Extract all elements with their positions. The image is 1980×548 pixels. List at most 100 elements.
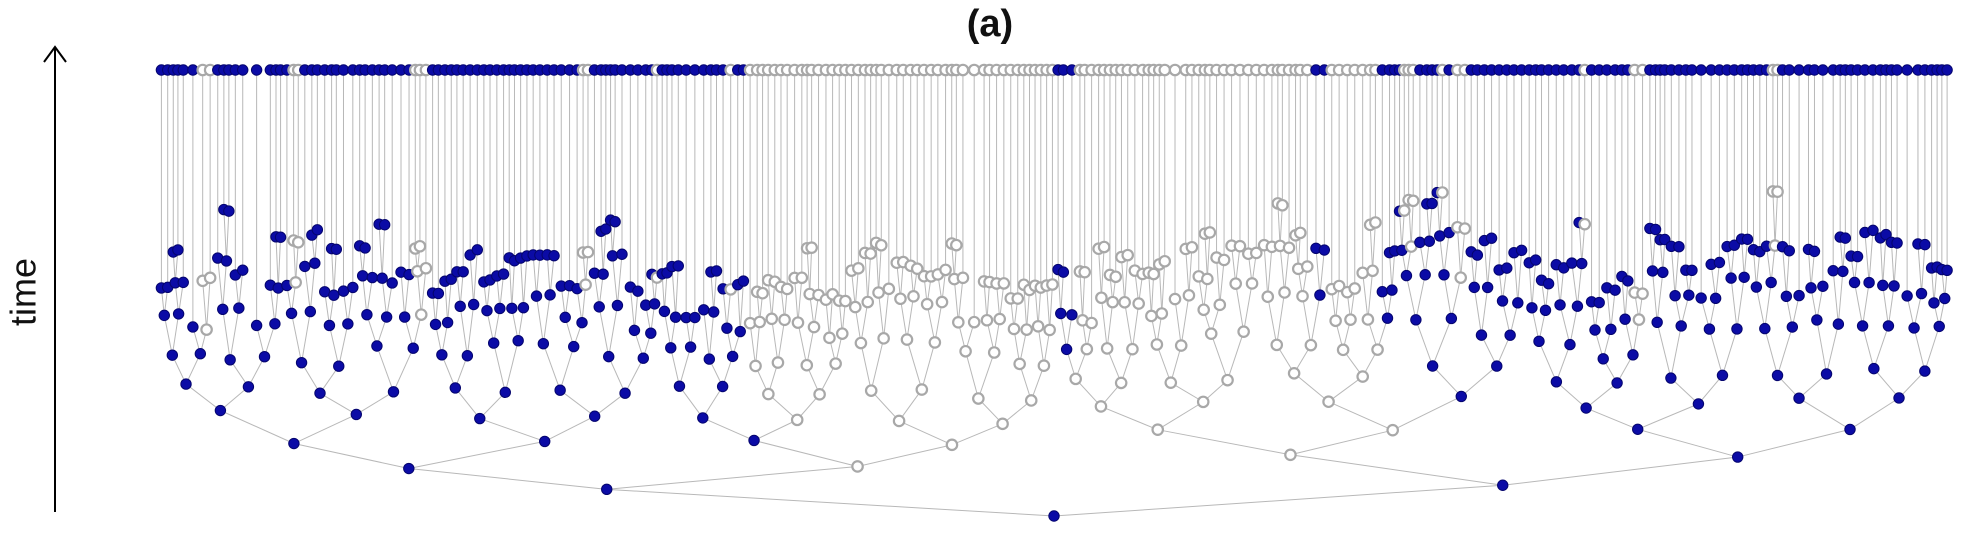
tree-node: [217, 303, 229, 316]
tree-node: [1539, 304, 1552, 316]
tree-node: [1675, 320, 1687, 332]
tree-node: [619, 387, 631, 399]
tree-node: [1423, 235, 1436, 247]
branch: [899, 298, 908, 340]
tree-node: [407, 342, 419, 354]
branch: [1439, 192, 1443, 236]
tree-node: [1497, 479, 1509, 491]
branch: [1100, 297, 1108, 349]
tree-node: [805, 241, 818, 254]
branch: [1049, 284, 1053, 330]
branch: [1578, 222, 1583, 264]
tree-node: [350, 408, 362, 421]
tree-node: [579, 278, 592, 292]
tree-node: [1901, 64, 1913, 76]
tree-node: [233, 302, 245, 314]
branch: [549, 255, 555, 295]
branch: [1513, 252, 1519, 303]
branch: [362, 275, 368, 315]
tree-node: [1597, 353, 1609, 365]
tree-node: [323, 319, 336, 332]
tree-node: [1126, 342, 1139, 356]
tree-node: [1783, 64, 1795, 76]
tree-node: [1695, 292, 1707, 304]
tree-node: [1132, 297, 1145, 310]
branch: [1708, 328, 1723, 376]
branch: [1156, 344, 1172, 383]
branch: [610, 220, 613, 256]
branch: [1276, 292, 1286, 345]
branch: [1473, 287, 1482, 336]
branch: [295, 242, 299, 283]
branch: [608, 356, 626, 394]
branch: [726, 289, 732, 329]
branch: [202, 280, 208, 330]
tree-node: [762, 387, 775, 401]
tree-node: [203, 271, 217, 285]
branch: [1538, 341, 1557, 382]
branch: [806, 326, 815, 366]
branch: [1066, 314, 1073, 350]
tree-node: [1683, 289, 1695, 301]
branch: [1924, 326, 1940, 372]
branch: [1755, 251, 1761, 288]
branch: [1060, 313, 1068, 350]
branch: [867, 253, 872, 303]
branch: [753, 439, 858, 467]
tree-node: [333, 360, 345, 372]
tree-node: [419, 261, 433, 275]
branch: [381, 278, 388, 318]
branch: [1816, 319, 1828, 375]
branch: [1124, 302, 1133, 350]
tree-node: [1094, 400, 1108, 413]
branch: [466, 304, 475, 356]
tree-node: [517, 301, 530, 314]
branch: [1026, 289, 1030, 330]
tree-node: [1611, 377, 1623, 389]
branch: [898, 389, 923, 422]
tree-node: [600, 223, 612, 235]
tree-node: [928, 336, 942, 349]
branch: [479, 418, 545, 442]
tree-node: [1284, 448, 1297, 462]
tree-node: [194, 348, 207, 360]
tree-node: [506, 302, 518, 314]
tree-node: [790, 413, 804, 427]
tree-node: [1203, 226, 1217, 239]
tree-node: [1386, 423, 1400, 437]
tree-node: [1013, 357, 1026, 371]
branch: [1185, 248, 1190, 296]
branch: [408, 440, 545, 470]
tree-node: [1741, 233, 1754, 245]
tree-node: [214, 404, 227, 417]
branch: [1401, 210, 1405, 251]
tree-node: [665, 342, 677, 354]
branch: [1369, 224, 1374, 271]
tree-node: [1481, 281, 1494, 294]
tree-node: [497, 268, 510, 280]
tree-node: [398, 311, 411, 323]
tree-node: [1066, 309, 1078, 321]
tree-node: [1919, 238, 1931, 251]
branch: [1480, 287, 1489, 336]
branch: [828, 294, 834, 338]
branch: [713, 270, 718, 313]
branch: [223, 209, 227, 261]
branch: [825, 299, 830, 338]
branch: [1624, 319, 1634, 355]
tree-node: [242, 381, 255, 393]
tree-node: [454, 300, 466, 313]
branch: [1764, 282, 1772, 329]
branch: [301, 311, 311, 363]
branch: [857, 444, 953, 467]
branch: [906, 296, 914, 340]
branch: [456, 271, 461, 307]
tree-node: [1771, 185, 1784, 198]
tree-node: [1646, 265, 1659, 277]
tree-node: [288, 437, 300, 450]
tree-node: [1915, 287, 1928, 300]
branch: [1766, 246, 1772, 283]
tree-node: [1336, 343, 1350, 357]
branch: [293, 240, 297, 283]
